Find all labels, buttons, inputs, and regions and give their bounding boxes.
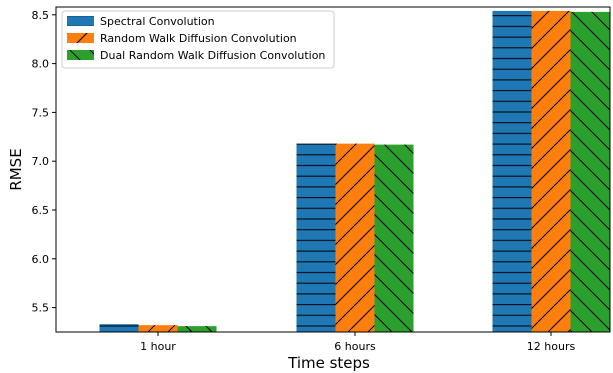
bar-2-1: [138, 325, 178, 332]
bar-2-3: [531, 10, 571, 333]
bar-1-2: [296, 143, 336, 332]
x-tick-label: 1 hour: [140, 340, 176, 353]
y-tick-label: 7.0: [32, 155, 50, 168]
bar-1-3: [492, 10, 532, 333]
bars-layer: [99, 10, 610, 333]
axes-layer: 5.5 6.0 6.5 7.0 7.5 8.0 8.5 1 hour 6 hours 12 hou…: [7, 6, 611, 372]
y-axis-label: RMSE: [7, 148, 25, 190]
y-tick-label: 8.5: [32, 9, 50, 22]
x-tick-label: 12 hours: [527, 340, 576, 353]
legend-label: Random Walk Diffusion Convolution: [100, 32, 297, 45]
bar-3-2: [374, 144, 414, 332]
y-tick-label: 7.5: [32, 106, 50, 119]
bar-3-1: [177, 326, 217, 332]
legend-item-3: Dual Random Walk Diffusion Convolution: [67, 49, 325, 62]
y-tick-label: 8.0: [32, 58, 50, 71]
legend-item-2: Random Walk Diffusion Convolution: [67, 32, 297, 45]
bar-1-1: [99, 324, 139, 332]
bar-3-3: [570, 11, 610, 332]
legend-box: [61, 10, 335, 69]
y-tick-label: 5.5: [32, 302, 50, 315]
legend: Spectral Convolution Random Walk Diffusio…: [61, 10, 335, 69]
bar-2-2: [335, 143, 375, 332]
x-axis-label: Time steps: [287, 354, 370, 372]
x-tick-label: 6 hours: [334, 340, 376, 353]
plot-frame: [55, 6, 611, 333]
y-tick-label: 6.0: [32, 253, 50, 266]
legend-label: Dual Random Walk Diffusion Convolution: [100, 49, 325, 62]
y-tick-label: 6.5: [32, 204, 50, 217]
legend-label: Spectral Convolution: [100, 15, 215, 28]
legend-item-1: Spectral Convolution: [67, 15, 215, 28]
